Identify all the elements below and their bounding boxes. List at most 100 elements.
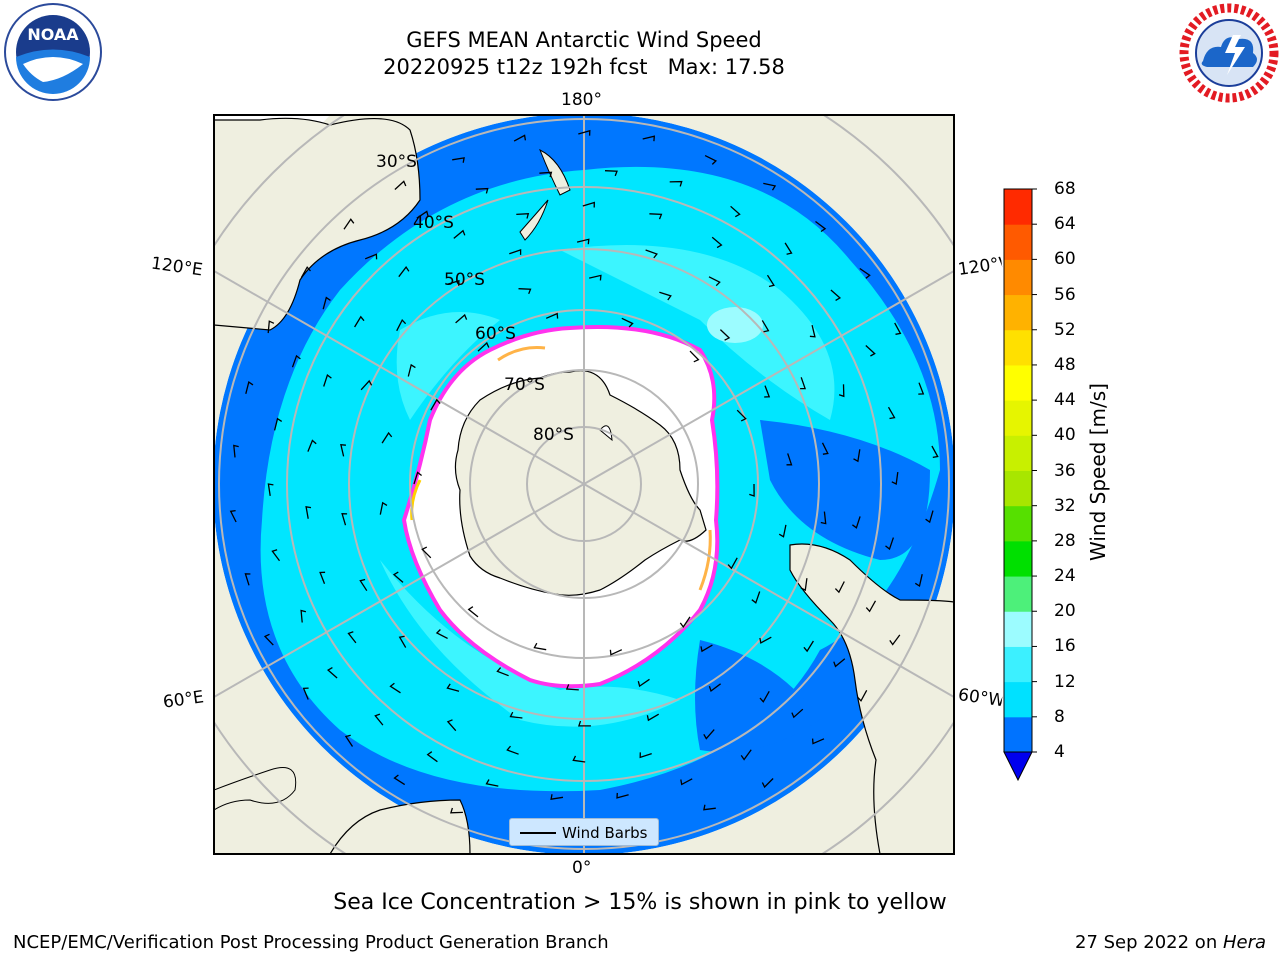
wind-barb [642,135,656,142]
wind-barb [263,633,274,646]
wind-barb [800,377,807,390]
wind-barb [708,276,721,287]
wind-barb [233,444,239,458]
colorbar-swatch [1004,470,1032,507]
colorbar-swatch [1004,435,1032,471]
wind-barb [396,318,407,332]
colorbar-swatch [1004,505,1032,542]
colorbar-tick-label: 48 [1054,354,1076,375]
colorbar-tick-label: 44 [1054,390,1076,411]
wind-barb [323,374,332,387]
wind-barb [319,571,326,584]
wind-barb [322,296,331,310]
wind-barb [347,631,357,644]
wind-barb [485,779,499,787]
wind-barb [885,537,895,551]
wind-barb [719,329,731,341]
wind-barb [326,667,338,679]
wind-barb [736,409,747,422]
wind-barb [589,274,602,281]
colorbar-tick-label: 12 [1054,671,1076,692]
longitude-grid [214,115,954,854]
wind-barb [703,729,715,740]
colorbar-tick-label: 52 [1054,319,1076,340]
wind-barb [267,483,274,496]
wind-barb [766,274,775,288]
sea-ice-note: Sea Ice Concentration > 15% is shown in … [333,890,947,915]
wind-barb [759,690,770,703]
wind-barb [784,242,793,255]
wind-barb [413,471,422,485]
colorbar-swatch [1004,646,1032,683]
wind-barb [467,606,479,618]
wind-barb [859,267,871,279]
wind-barb [398,265,410,278]
wind-barb [621,317,634,328]
wind-barb [307,439,317,452]
colorbar-swatch [1004,681,1032,718]
wind-barb [244,573,251,586]
wind-barb [659,291,672,301]
wind-barb [455,313,468,324]
wind-barb [703,804,716,811]
wind-barb [359,578,368,592]
wind-barb [811,738,825,745]
wind-barb [914,574,923,588]
wind-barb [609,649,623,656]
wind-barb [637,678,650,688]
wind-barb [834,581,845,594]
wind-barbs-legend-label: Wind Barbs [562,824,648,842]
wind-barb [446,719,457,732]
wind-barb [820,511,827,525]
wind-barb [669,180,683,187]
wind-barb [852,516,861,529]
wind-barb [407,363,416,377]
wind-barb [416,210,429,219]
colorbar-tick-label: 40 [1054,425,1076,446]
wind-barb [821,442,829,455]
wind-barb [475,187,489,194]
wind-barb [576,238,590,245]
map-subtitle: 20220925 t12z 192h fcst Max: 17.58 [383,55,785,79]
wind-barb [245,381,254,394]
colorbar-tick-label: 4 [1054,742,1065,762]
wind-barb [550,794,564,800]
colorbar-label: Wind Speed [m/s] [1086,383,1110,561]
colorbar-tick-label: 20 [1054,601,1076,622]
wind-barb [830,289,842,301]
wind-barb [761,778,774,789]
wind-barb [800,578,808,592]
longitude-label-bottom: 0° [572,858,592,878]
wind-barb [340,443,346,457]
wind-barb [918,382,925,395]
wind-barb [545,312,559,319]
wind-barb [925,510,934,524]
colorbar-tick-label: 36 [1054,460,1076,481]
wind-barb [704,155,718,165]
colorbar-swatch [1004,611,1032,647]
latitude-label-80s: 80°S [533,425,574,445]
africa-landmass [329,799,471,854]
wind-barb [509,248,522,255]
latitude-label-40s: 40°S [413,213,454,233]
wind-barb [435,629,448,639]
host-name: Hera [1222,932,1266,953]
wind-barbs [229,129,939,840]
wind-barb [730,205,741,218]
wind-barb [786,453,793,466]
wind-barb [300,266,311,279]
wind-barb [791,708,804,719]
wind-barb [344,734,354,747]
wind-barb [646,713,660,722]
colorbar-tick-label: 68 [1054,179,1076,199]
wind-barb [616,792,629,799]
wind-barb [761,320,770,333]
wind-barb [229,509,237,523]
credit-text: NCEP/EMC/Verification Post Processing Pr… [13,932,609,953]
wind-barb [679,616,691,629]
colorbar-swatch [1004,294,1032,331]
wind-barb [604,170,618,177]
wind-barb [381,431,393,444]
wind-barb [452,157,465,163]
wind-barb [374,713,384,726]
